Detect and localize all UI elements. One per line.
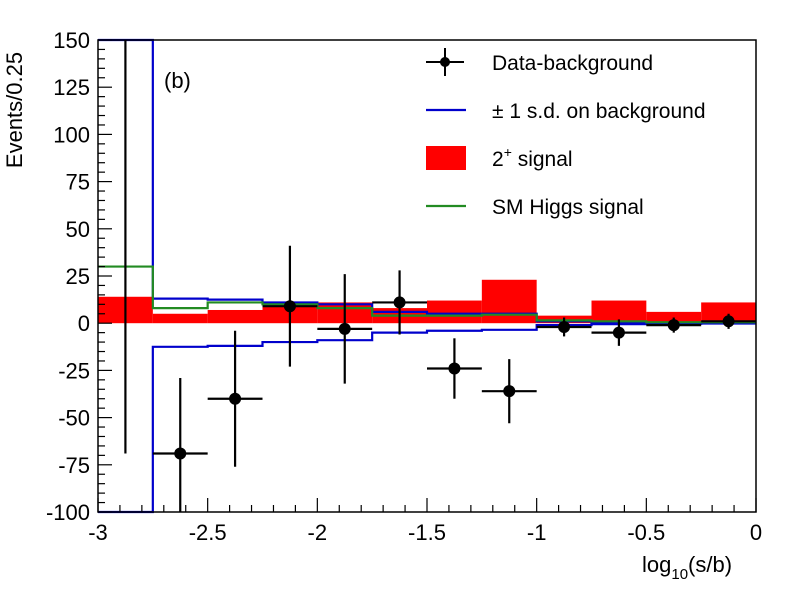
data-point xyxy=(372,270,427,335)
legend-label: Data-background xyxy=(492,52,653,75)
data-point-marker xyxy=(338,322,351,335)
signal-2plus-bar xyxy=(427,300,482,324)
legend-entry: Data-background xyxy=(426,48,653,76)
signal-2plus-bar xyxy=(701,302,756,324)
data-point xyxy=(646,317,702,333)
y-tick-label: 100 xyxy=(53,122,90,147)
data-point-marker xyxy=(283,300,296,313)
y-axis-title: Events/0.25 xyxy=(2,52,27,168)
legend-entry: ± 1 s.d. on background xyxy=(426,100,706,123)
data-point xyxy=(427,338,482,399)
data-point xyxy=(591,319,647,346)
panel-label: (b) xyxy=(164,68,191,93)
y-tick-label: 75 xyxy=(66,170,90,195)
data-point-marker xyxy=(612,326,625,339)
x-tick-label: -1 xyxy=(527,520,547,545)
data-point xyxy=(317,274,373,384)
data-point-marker xyxy=(393,296,406,309)
y-tick-label: -100 xyxy=(46,500,90,525)
x-tick-label: -2 xyxy=(308,520,328,545)
data-point xyxy=(152,377,208,512)
data-point-marker xyxy=(174,447,187,460)
axes: -3 -2.5 -2 -1.5 -1 -0.5 0 -100 -75 -50 -25 0 25 50 75 1… xyxy=(46,28,762,545)
legend-fill-swatch xyxy=(426,146,466,170)
signal-2plus-bar xyxy=(207,309,263,324)
x-tick-label: -0.5 xyxy=(627,520,665,545)
y-tick-label: -75 xyxy=(58,453,90,478)
data-point xyxy=(207,330,263,467)
data-point-marker xyxy=(722,315,735,328)
legend-entry: SM Higgs signal xyxy=(426,196,644,219)
y-tick-label: 50 xyxy=(66,217,90,242)
legend: Data-background ± 1 s.d. on background 2+ … xyxy=(426,48,706,219)
data-point-marker xyxy=(503,385,516,398)
plot-area xyxy=(98,38,756,514)
legend-marker-dot xyxy=(440,57,450,67)
x-tick-label: -3 xyxy=(88,520,108,545)
data-point-marker xyxy=(448,362,461,375)
legend-label: ± 1 s.d. on background xyxy=(492,100,706,123)
data-point-marker xyxy=(558,320,571,333)
y-tick-label: 0 xyxy=(78,311,90,336)
background-sd-upper-line xyxy=(98,38,756,324)
x-tick-label: -2.5 xyxy=(189,520,227,545)
legend-label: 2+ signal xyxy=(492,144,573,171)
legend-label: SM Higgs signal xyxy=(492,196,644,219)
y-tick-label: 125 xyxy=(53,75,90,100)
data-point xyxy=(701,313,756,329)
data-point xyxy=(536,317,592,337)
x-tick-label: 0 xyxy=(750,520,762,545)
data-point-marker xyxy=(229,392,242,405)
x-tick-label: -1.5 xyxy=(408,520,446,545)
signal-2plus-bar xyxy=(591,300,647,324)
y-tick-label: -50 xyxy=(58,406,90,431)
y-tick-label: 150 xyxy=(53,28,90,53)
y-tick-label: -25 xyxy=(58,358,90,383)
data-point xyxy=(262,245,318,367)
legend-entry: 2+ signal xyxy=(426,144,573,171)
signal-2plus-bar xyxy=(481,279,537,324)
data-point xyxy=(481,359,537,424)
y-tick-label: 25 xyxy=(66,264,90,289)
signal-2plus-bar xyxy=(152,313,208,324)
data-point-marker xyxy=(667,319,680,332)
background-sd-lower-line xyxy=(98,322,756,514)
x-axis-title: log10(s/b) xyxy=(642,552,732,583)
